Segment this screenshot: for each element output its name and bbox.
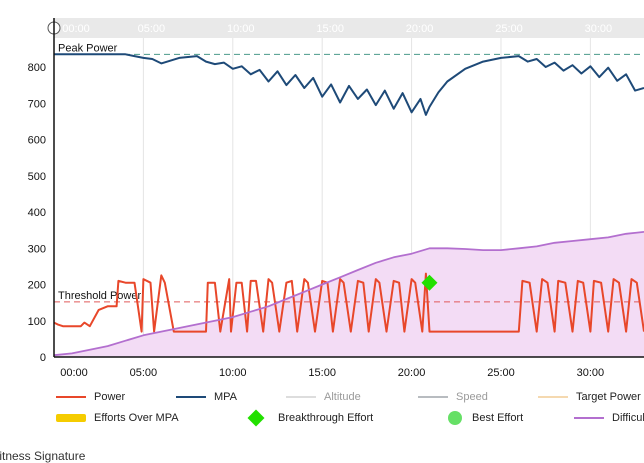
reference-lines: Peak Power Threshold Power (54, 42, 644, 303)
legend-label-best-effort: Best Effort (472, 412, 524, 424)
legend-item-mpa[interactable]: MPA (176, 386, 237, 408)
legend-label-speed: Speed (456, 391, 488, 403)
difficulty-area (54, 231, 644, 357)
x-tick-label-10-00: 10:00 (219, 367, 247, 379)
section-title: Fitness Signature (0, 449, 86, 463)
series-line-difficulty (53, 231, 644, 357)
legend-item-best-effort[interactable]: Best Effort (440, 407, 523, 429)
legend-label-efforts-over-mpa: Efforts Over MPA (94, 412, 179, 424)
marker-breakthrough-effort[interactable] (421, 274, 438, 291)
refline-label-threshold-power: Threshold Power (58, 290, 141, 302)
y-tick-label-600: 600 (28, 135, 46, 147)
legend-swatch-speed (418, 396, 448, 398)
x-axis-ticks: 00:00 05:00 10:00 15:00 20:00 25:00 30:00 (60, 367, 604, 379)
x-tick-label-30-00: 30:00 (577, 367, 605, 379)
x-tick-label-15-00: 15:00 (308, 367, 336, 379)
legend-label-breakthrough-effort: Breakthrough Effort (278, 412, 374, 424)
legend-item-target-power[interactable]: Target Power (538, 386, 641, 408)
top-scrollbar-track[interactable] (54, 18, 644, 38)
y-tick-label-0: 0 (40, 352, 46, 364)
top-tick-label-10-00: 10:00 (227, 23, 255, 35)
top-tick-label-20-00: 20:00 (406, 23, 434, 35)
power-chart: 00:00 05:00 10:00 15:00 20:00 25:00 30:00 Peak… (28, 18, 644, 379)
axes (53, 18, 644, 358)
top-tick-label-05-00: 05:00 (138, 23, 166, 35)
legend-label-target-power: Target Power (576, 391, 641, 403)
y-tick-label-500: 500 (28, 171, 46, 183)
chart-legend: Power MPA Altitude Speed Target Power Efforts… (0, 384, 644, 436)
legend-swatch-altitude (286, 396, 316, 398)
y-tick-label-300: 300 (28, 243, 46, 255)
legend-swatch-target-power (538, 396, 568, 398)
legend-item-speed[interactable]: Speed (418, 386, 488, 408)
legend-swatch-efforts-over-mpa (56, 414, 86, 422)
legend-label-power: Power (94, 391, 126, 403)
y-axis-ticks: 0 100 200 300 400 500 600 700 800 (28, 62, 46, 364)
legend-swatch-breakthrough-effort (247, 409, 265, 427)
y-tick-label-200: 200 (28, 280, 46, 292)
legend-label-altitude: Altitude (324, 391, 361, 403)
legend-item-power[interactable]: Power (56, 386, 125, 408)
legend-item-difficulty[interactable]: Difficulty (574, 407, 644, 429)
legend-item-breakthrough-effort[interactable]: Breakthrough Effort (240, 407, 373, 429)
top-time-axis: 00:00 05:00 10:00 15:00 20:00 25:00 30:00 (62, 23, 612, 35)
y-tick-label-100: 100 (28, 316, 46, 328)
series-lines (53, 53, 644, 357)
legend-label-difficulty: Difficulty (612, 412, 644, 424)
x-tick-label-20-00: 20:00 (398, 367, 426, 379)
top-tick-label-00-00: 00:00 (62, 23, 90, 35)
refline-label-peak-power: Peak Power (58, 42, 118, 54)
y-tick-label-800: 800 (28, 62, 46, 74)
effort-markers (421, 274, 438, 291)
legend-swatch-best-effort (448, 411, 462, 425)
top-tick-label-15-00: 15:00 (316, 23, 344, 35)
legend-item-altitude[interactable]: Altitude (286, 386, 361, 408)
y-tick-label-700: 700 (28, 98, 46, 110)
x-tick-label-05-00: 05:00 (130, 367, 158, 379)
x-tick-label-00-00: 00:00 (60, 367, 88, 379)
legend-item-efforts-over-mpa[interactable]: Efforts Over MPA (56, 407, 179, 429)
x-tick-label-25-00: 25:00 (487, 367, 515, 379)
y-tick-label-400: 400 (28, 207, 46, 219)
legend-swatch-difficulty (574, 417, 604, 419)
legend-label-mpa: MPA (214, 391, 238, 403)
area-difficulty (54, 231, 644, 357)
series-line-mpa (54, 53, 644, 116)
legend-swatch-mpa (176, 396, 206, 398)
top-tick-label-30-00: 30:00 (585, 23, 613, 35)
legend-swatch-power (56, 396, 86, 398)
top-tick-label-25-00: 25:00 (495, 23, 523, 35)
